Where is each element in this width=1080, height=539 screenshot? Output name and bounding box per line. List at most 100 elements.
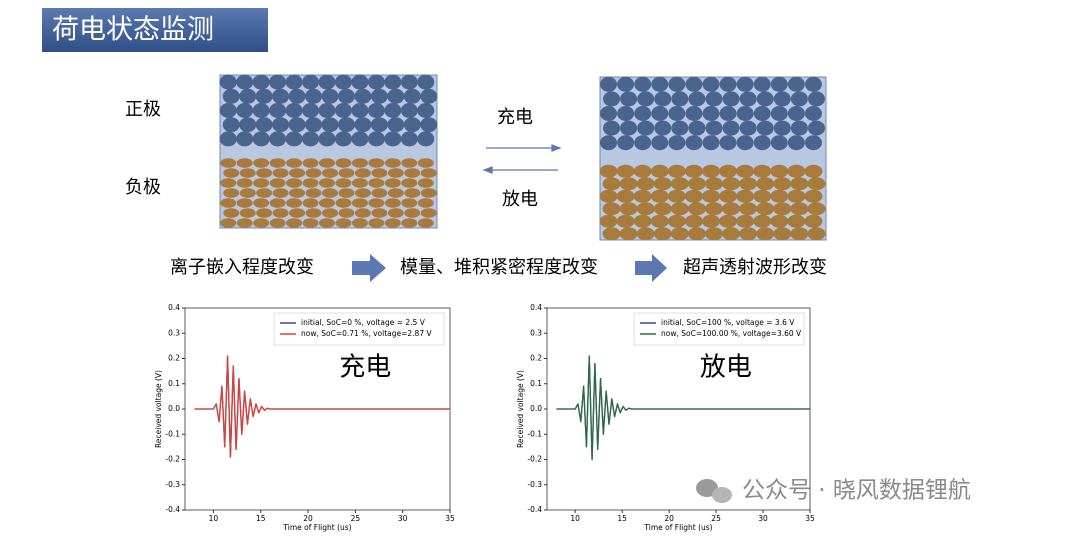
particle bbox=[739, 120, 757, 136]
particle bbox=[368, 178, 385, 188]
y-tick-label: -0.2 bbox=[165, 455, 180, 464]
particle bbox=[807, 91, 825, 107]
particle bbox=[269, 158, 286, 168]
particle bbox=[668, 135, 686, 151]
legend-label: initial, SoC=0 %, voltage = 2.5 V bbox=[301, 318, 426, 327]
particle bbox=[685, 106, 703, 121]
particle bbox=[403, 88, 421, 104]
particle bbox=[269, 198, 286, 208]
legend-box bbox=[273, 312, 445, 346]
particle bbox=[753, 189, 772, 203]
chart-annotation: 放电 bbox=[700, 353, 752, 383]
particle bbox=[719, 189, 738, 203]
particle bbox=[753, 76, 771, 92]
particle bbox=[239, 117, 257, 133]
particle bbox=[619, 202, 638, 216]
particle bbox=[420, 88, 438, 104]
particle bbox=[667, 189, 686, 203]
particle bbox=[736, 76, 754, 92]
particle bbox=[787, 76, 805, 92]
particle bbox=[770, 135, 788, 151]
particle bbox=[384, 178, 401, 188]
particle bbox=[617, 106, 635, 121]
particle bbox=[807, 227, 826, 241]
particle bbox=[318, 131, 336, 147]
chart-annotation: 充电 bbox=[339, 353, 391, 383]
particle bbox=[688, 120, 706, 136]
particle bbox=[338, 168, 355, 178]
particle bbox=[653, 177, 672, 191]
particle bbox=[667, 214, 686, 228]
particle bbox=[804, 76, 822, 92]
particle bbox=[651, 106, 669, 121]
particle bbox=[253, 178, 270, 188]
particle bbox=[354, 117, 372, 133]
title-box bbox=[42, 8, 268, 52]
y-axis-label: Received voltage (V) bbox=[516, 370, 525, 448]
particle bbox=[321, 88, 339, 104]
particle bbox=[739, 227, 758, 241]
particle bbox=[787, 214, 806, 228]
particle bbox=[338, 208, 355, 218]
particle bbox=[603, 120, 621, 136]
particle bbox=[599, 214, 618, 228]
particle bbox=[702, 214, 720, 228]
particle bbox=[617, 135, 635, 151]
particle bbox=[719, 135, 737, 151]
particle bbox=[351, 103, 369, 118]
particle bbox=[722, 202, 741, 216]
particle bbox=[420, 188, 437, 198]
y-tick-label: -0.3 bbox=[165, 480, 180, 489]
particle bbox=[302, 218, 319, 228]
particle bbox=[387, 168, 404, 178]
y-tick-label: 0.4 bbox=[530, 303, 542, 312]
particle bbox=[637, 91, 655, 107]
particle bbox=[255, 88, 273, 104]
particle bbox=[736, 164, 755, 178]
y-tick-label: 0.0 bbox=[530, 404, 542, 413]
particle bbox=[790, 177, 809, 191]
particle bbox=[616, 189, 635, 203]
particle bbox=[334, 74, 352, 90]
particle bbox=[252, 131, 270, 147]
particle bbox=[272, 188, 289, 198]
x-tick-label: 20 bbox=[303, 514, 313, 523]
particle bbox=[354, 88, 372, 104]
y-tick-label: -0.2 bbox=[527, 455, 542, 464]
particle bbox=[223, 168, 240, 178]
particle bbox=[602, 202, 621, 216]
particle bbox=[770, 189, 789, 203]
particle bbox=[223, 188, 240, 198]
cell-diagram bbox=[219, 74, 827, 241]
particle bbox=[773, 177, 792, 191]
particle bbox=[756, 227, 775, 241]
particle bbox=[253, 218, 270, 228]
particle bbox=[302, 178, 319, 188]
particle bbox=[404, 188, 421, 198]
particle bbox=[654, 91, 672, 107]
particle bbox=[633, 189, 652, 203]
particle bbox=[756, 91, 774, 107]
particle bbox=[256, 168, 273, 178]
particle bbox=[351, 158, 368, 168]
particle bbox=[387, 117, 405, 133]
particle bbox=[417, 158, 434, 168]
particle bbox=[739, 177, 758, 191]
particle bbox=[687, 177, 706, 191]
particle bbox=[302, 198, 319, 208]
particle bbox=[368, 218, 385, 228]
charge-label: 充电 bbox=[497, 107, 533, 128]
particle bbox=[790, 202, 809, 216]
x-tick-label: 30 bbox=[398, 514, 408, 523]
particle bbox=[736, 189, 755, 203]
particle bbox=[367, 103, 385, 118]
particle bbox=[753, 164, 772, 178]
particle bbox=[236, 218, 253, 228]
particle bbox=[739, 202, 758, 216]
particle bbox=[653, 227, 672, 241]
charts: -0.4 -0.3 -0.2 -0.1 0.0 0.1 0.2 0.3 0.4 10 15 20 25 3… bbox=[154, 303, 815, 532]
particle bbox=[337, 117, 355, 133]
particle bbox=[636, 202, 655, 216]
particle bbox=[236, 178, 253, 188]
